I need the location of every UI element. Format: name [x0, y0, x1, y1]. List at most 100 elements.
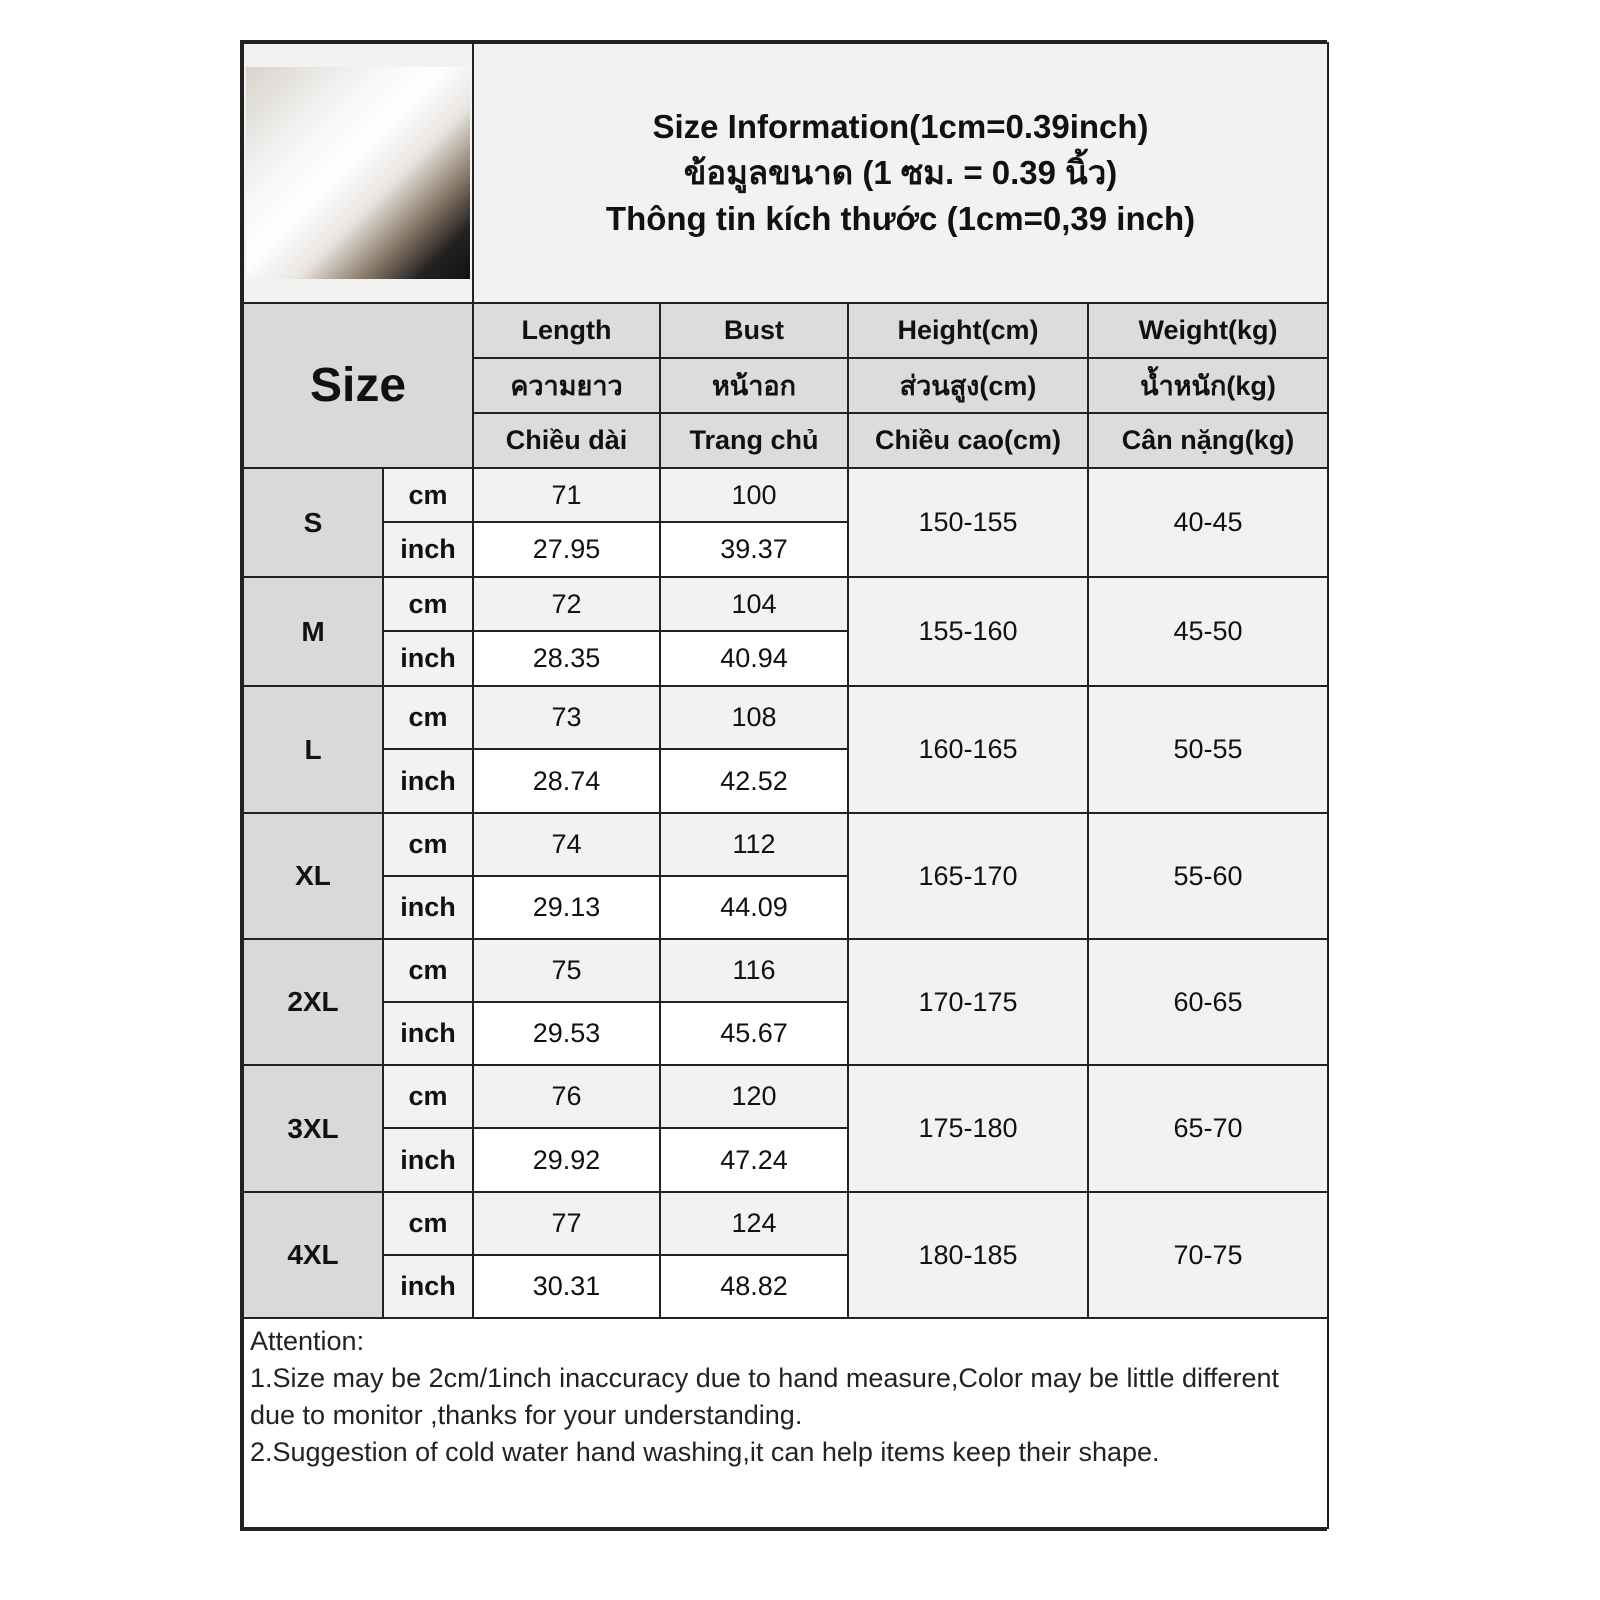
bust-inch: 44.09	[659, 875, 849, 940]
bust-cm: 124	[659, 1191, 849, 1256]
height-range: 155-160	[847, 576, 1089, 687]
bust-inch: 48.82	[659, 1254, 849, 1319]
table-row-inch: inch 28.74 42.52	[243, 748, 1328, 814]
unit-inch: inch	[382, 521, 474, 578]
bust-inch: 45.67	[659, 1001, 849, 1066]
table-row-inch: inch 27.95 39.37	[243, 521, 1328, 578]
table-row-cm: L cm 73 108 160-165 50-55	[242, 685, 1330, 814]
size-chart: Size Information(1cm=0.39inch) ข้อมูลขนา…	[240, 40, 1330, 1531]
size-cell: 2XL	[242, 938, 384, 1066]
attention-notes: Attention: 1.Size may be 2cm/1inch inacc…	[241, 1317, 1330, 1529]
height-range: 150-155	[847, 467, 1089, 578]
length-inch: 30.31	[472, 1254, 661, 1319]
size-cell: L	[242, 685, 384, 814]
unit-cm: cm	[382, 812, 474, 877]
col-header-en: Height(cm)	[847, 302, 1089, 359]
col-header-en: Weight(kg)	[1086, 302, 1330, 359]
size-header: Size	[242, 302, 474, 469]
title-vi: Thông tin kích thước (1cm=0,39 inch)	[605, 200, 1196, 237]
height-range: 165-170	[847, 812, 1089, 940]
unit-inch: inch	[382, 630, 474, 687]
product-photo	[246, 67, 470, 279]
col-header-vi: Cân nặng(kg)	[1086, 412, 1330, 469]
product-photo-cell	[242, 42, 474, 304]
bust-cm: 108	[659, 685, 849, 750]
size-table: Size Information(1cm=0.39inch) ข้อมูลขนา…	[241, 42, 1330, 1529]
unit-inch: inch	[382, 1127, 474, 1193]
height-range: 160-165	[847, 685, 1089, 814]
unit-inch: inch	[382, 875, 474, 940]
table-row-inch: inch 30.31 48.82	[243, 1254, 1328, 1319]
weight-range: 65-70	[1086, 1064, 1330, 1193]
table-row-cm: S cm 71 100 150-155 40-45	[242, 467, 1330, 578]
unit-cm: cm	[382, 685, 474, 750]
bust-cm: 112	[659, 812, 849, 877]
bust-cm: 116	[659, 938, 849, 1003]
height-range: 175-180	[847, 1064, 1089, 1193]
bust-inch: 40.94	[659, 630, 849, 687]
col-header-en: Bust	[659, 302, 849, 359]
col-header-vi: Trang chủ	[659, 412, 849, 469]
length-cm: 74	[472, 812, 661, 877]
length-inch: 28.35	[472, 630, 661, 687]
col-header-vi: Chiều dài	[472, 412, 661, 469]
length-cm: 72	[472, 576, 661, 632]
table-row-inch: inch 28.35 40.94	[243, 630, 1328, 687]
table-row-cm: 3XL cm 76 120 175-180 65-70	[242, 1064, 1330, 1193]
unit-cm: cm	[382, 467, 474, 523]
length-cm: 76	[472, 1064, 661, 1129]
col-header-th: น้ำหนัก(kg)	[1086, 357, 1330, 414]
length-cm: 71	[472, 467, 661, 523]
size-cell: XL	[242, 812, 384, 940]
weight-range: 45-50	[1086, 576, 1330, 687]
col-header-th: หน้าอก	[659, 357, 849, 414]
height-range: 170-175	[847, 938, 1089, 1066]
unit-cm: cm	[382, 938, 474, 1003]
unit-cm: cm	[382, 576, 474, 632]
table-row-cm: 2XL cm 75 116 170-175 60-65	[242, 938, 1330, 1066]
attention-line: 1.Size may be 2cm/1inch inaccuracy due t…	[250, 1363, 1280, 1430]
attention-heading: Attention:	[250, 1326, 365, 1356]
bust-inch: 42.52	[659, 748, 849, 814]
weight-range: 40-45	[1086, 467, 1330, 578]
length-cm: 77	[472, 1191, 661, 1256]
length-inch: 29.92	[472, 1127, 661, 1193]
length-inch: 28.74	[472, 748, 661, 814]
weight-range: 55-60	[1086, 812, 1330, 940]
bust-cm: 100	[659, 467, 849, 523]
size-cell: 3XL	[242, 1064, 384, 1193]
col-header-en: Length	[472, 302, 661, 359]
size-cell: 4XL	[242, 1191, 384, 1319]
height-range: 180-185	[847, 1191, 1089, 1319]
col-header-th: ส่วนสูง(cm)	[847, 357, 1089, 414]
title-th: ข้อมูลขนาด (1 ซม. = 0.39 นิ้ว)	[683, 154, 1118, 191]
title-en: Size Information(1cm=0.39inch)	[652, 108, 1149, 145]
table-row-inch: inch 29.13 44.09	[243, 875, 1328, 940]
unit-cm: cm	[382, 1191, 474, 1256]
table-row-cm: 4XL cm 77 124 180-185 70-75	[242, 1191, 1330, 1319]
length-cm: 75	[472, 938, 661, 1003]
table-row-inch: inch 29.92 47.24	[243, 1127, 1328, 1193]
table-row-cm: XL cm 74 112 165-170 55-60	[242, 812, 1330, 940]
bust-cm: 120	[659, 1064, 849, 1129]
attention-line: 2.Suggestion of cold water hand washing,…	[250, 1437, 1160, 1467]
length-inch: 29.13	[472, 875, 661, 940]
size-cell: S	[242, 467, 384, 578]
col-header-vi: Chiều cao(cm)	[847, 412, 1089, 469]
bust-cm: 104	[659, 576, 849, 632]
weight-range: 70-75	[1086, 1191, 1330, 1319]
title-cell: Size Information(1cm=0.39inch) ข้อมูลขนา…	[471, 42, 1330, 304]
bust-inch: 47.24	[659, 1127, 849, 1193]
table-row-inch: inch 29.53 45.67	[243, 1001, 1328, 1066]
unit-inch: inch	[382, 1254, 474, 1319]
unit-inch: inch	[382, 748, 474, 814]
length-inch: 29.53	[472, 1001, 661, 1066]
size-cell: M	[242, 576, 384, 687]
weight-range: 50-55	[1086, 685, 1330, 814]
unit-inch: inch	[382, 1001, 474, 1066]
unit-cm: cm	[382, 1064, 474, 1129]
weight-range: 60-65	[1086, 938, 1330, 1066]
length-cm: 73	[472, 685, 661, 750]
col-header-th: ความยาว	[472, 357, 661, 414]
bust-inch: 39.37	[659, 521, 849, 578]
